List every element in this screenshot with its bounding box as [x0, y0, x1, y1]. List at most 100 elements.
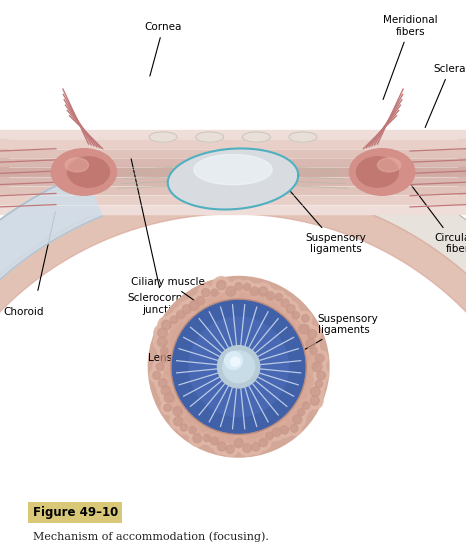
Ellipse shape: [289, 132, 317, 142]
Circle shape: [302, 366, 313, 377]
Circle shape: [158, 344, 171, 358]
Circle shape: [292, 312, 300, 319]
Circle shape: [300, 374, 314, 388]
Circle shape: [178, 421, 190, 434]
Circle shape: [165, 379, 178, 392]
Circle shape: [182, 305, 191, 314]
Circle shape: [160, 347, 168, 355]
Circle shape: [259, 293, 273, 307]
Circle shape: [200, 432, 213, 444]
Circle shape: [259, 438, 267, 447]
Circle shape: [296, 325, 311, 339]
Circle shape: [315, 380, 322, 388]
Circle shape: [163, 371, 174, 382]
Circle shape: [311, 387, 320, 396]
Circle shape: [302, 315, 309, 322]
Circle shape: [217, 442, 226, 451]
Circle shape: [234, 439, 243, 448]
Circle shape: [295, 320, 313, 338]
Circle shape: [278, 296, 292, 310]
Circle shape: [272, 428, 281, 437]
Circle shape: [240, 440, 255, 456]
Circle shape: [185, 309, 198, 321]
Circle shape: [156, 363, 164, 370]
Circle shape: [219, 429, 233, 443]
Circle shape: [170, 413, 186, 429]
Circle shape: [287, 305, 295, 313]
Circle shape: [255, 283, 272, 300]
Circle shape: [222, 283, 240, 300]
Circle shape: [232, 280, 245, 293]
Text: Circular
fibers: Circular fibers: [412, 186, 466, 254]
Polygon shape: [0, 205, 466, 214]
Circle shape: [226, 286, 236, 296]
Circle shape: [305, 354, 320, 369]
Circle shape: [210, 291, 223, 304]
Circle shape: [248, 439, 263, 454]
Polygon shape: [0, 195, 466, 205]
Circle shape: [298, 408, 305, 416]
Circle shape: [275, 294, 282, 301]
Circle shape: [276, 417, 291, 432]
Circle shape: [248, 290, 263, 305]
Circle shape: [158, 328, 167, 338]
Circle shape: [148, 277, 329, 457]
Circle shape: [159, 355, 167, 363]
Circle shape: [268, 422, 280, 434]
Circle shape: [160, 389, 178, 407]
Ellipse shape: [196, 132, 224, 142]
Circle shape: [153, 360, 167, 374]
Circle shape: [223, 351, 254, 383]
Circle shape: [290, 424, 298, 432]
Circle shape: [173, 406, 182, 416]
Circle shape: [153, 371, 161, 379]
Ellipse shape: [68, 157, 110, 187]
Circle shape: [231, 357, 240, 367]
Polygon shape: [0, 173, 102, 432]
Circle shape: [259, 287, 268, 296]
Circle shape: [214, 438, 230, 454]
Circle shape: [186, 423, 199, 437]
Circle shape: [162, 320, 171, 330]
Polygon shape: [0, 148, 466, 158]
Circle shape: [164, 404, 171, 411]
Circle shape: [202, 289, 210, 297]
Circle shape: [218, 346, 260, 388]
Circle shape: [285, 411, 299, 426]
Ellipse shape: [350, 148, 415, 195]
Circle shape: [312, 362, 322, 371]
Circle shape: [306, 392, 323, 409]
Circle shape: [292, 404, 303, 415]
Ellipse shape: [377, 158, 401, 172]
Circle shape: [299, 311, 312, 325]
Circle shape: [171, 299, 306, 434]
Circle shape: [235, 283, 242, 290]
Circle shape: [161, 386, 171, 395]
Circle shape: [172, 399, 183, 411]
Circle shape: [161, 401, 174, 415]
Circle shape: [150, 368, 164, 383]
Circle shape: [208, 286, 221, 299]
Circle shape: [289, 411, 306, 428]
Circle shape: [176, 313, 187, 325]
Circle shape: [189, 301, 199, 310]
Circle shape: [198, 285, 213, 300]
Circle shape: [248, 427, 263, 442]
Circle shape: [250, 287, 259, 296]
Circle shape: [172, 300, 305, 433]
Text: Sclera: Sclera: [425, 64, 466, 128]
Circle shape: [317, 371, 325, 380]
Circle shape: [153, 333, 171, 351]
Circle shape: [308, 358, 326, 376]
Circle shape: [243, 444, 252, 453]
Text: Choroid: Choroid: [3, 307, 43, 317]
Circle shape: [202, 425, 213, 436]
Circle shape: [208, 430, 223, 445]
Text: Sclerocorneal
junction: Sclerocorneal junction: [128, 158, 199, 315]
Circle shape: [167, 313, 181, 326]
Circle shape: [304, 326, 320, 342]
Circle shape: [174, 417, 183, 426]
Circle shape: [164, 341, 177, 354]
Circle shape: [312, 377, 326, 391]
Circle shape: [230, 289, 242, 301]
